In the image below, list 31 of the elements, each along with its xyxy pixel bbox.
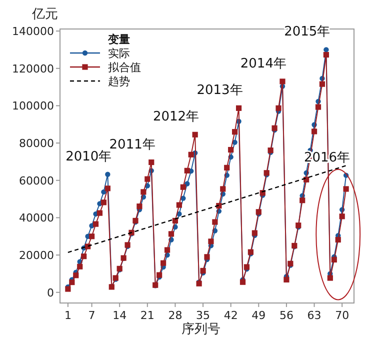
x-tick-label: 70 [335, 309, 350, 322]
y-tick-label: 120000 [12, 62, 54, 76]
legend-label: 拟合值 [108, 61, 141, 74]
y-tick-label: 40000 [19, 212, 54, 225]
annotation: 2010年 [66, 149, 112, 164]
x-tick-label: 35 [196, 309, 210, 322]
x-tick-label: 1 [64, 309, 72, 322]
y-axis-title: 亿元 [31, 7, 58, 22]
y-tick-label: 140000 [12, 25, 54, 38]
annotation: 2015年 [284, 24, 330, 40]
x-tick-label: 42 [224, 309, 238, 322]
y-tick-label: 60000 [19, 174, 54, 188]
y-tick-label: 0 [47, 286, 54, 300]
y-tick-label: 80000 [19, 137, 54, 150]
annotation: 2013年 [196, 83, 243, 98]
x-tick-label: 14 [112, 309, 127, 322]
annotation: 2012年 [152, 110, 200, 125]
x-tick-label: 21 [140, 309, 154, 322]
y-tick-label: 20000 [19, 249, 54, 262]
y-tick-label: 100000 [12, 100, 54, 113]
legend-label: 实际 [108, 47, 130, 60]
x-axis-title: 序列号 [182, 321, 220, 337]
x-tick-label: 28 [168, 309, 182, 322]
legend-title: 变量 [107, 33, 130, 46]
x-tick-label: 49 [252, 309, 266, 322]
x-tick-label: 63 [307, 309, 322, 322]
annotation: 2014年 [240, 56, 286, 72]
legend-label: 趋势 [108, 75, 130, 88]
x-tick-label: 7 [88, 309, 96, 322]
annotation: 2011年 [109, 137, 156, 152]
x-tick-label: 56 [279, 309, 294, 322]
